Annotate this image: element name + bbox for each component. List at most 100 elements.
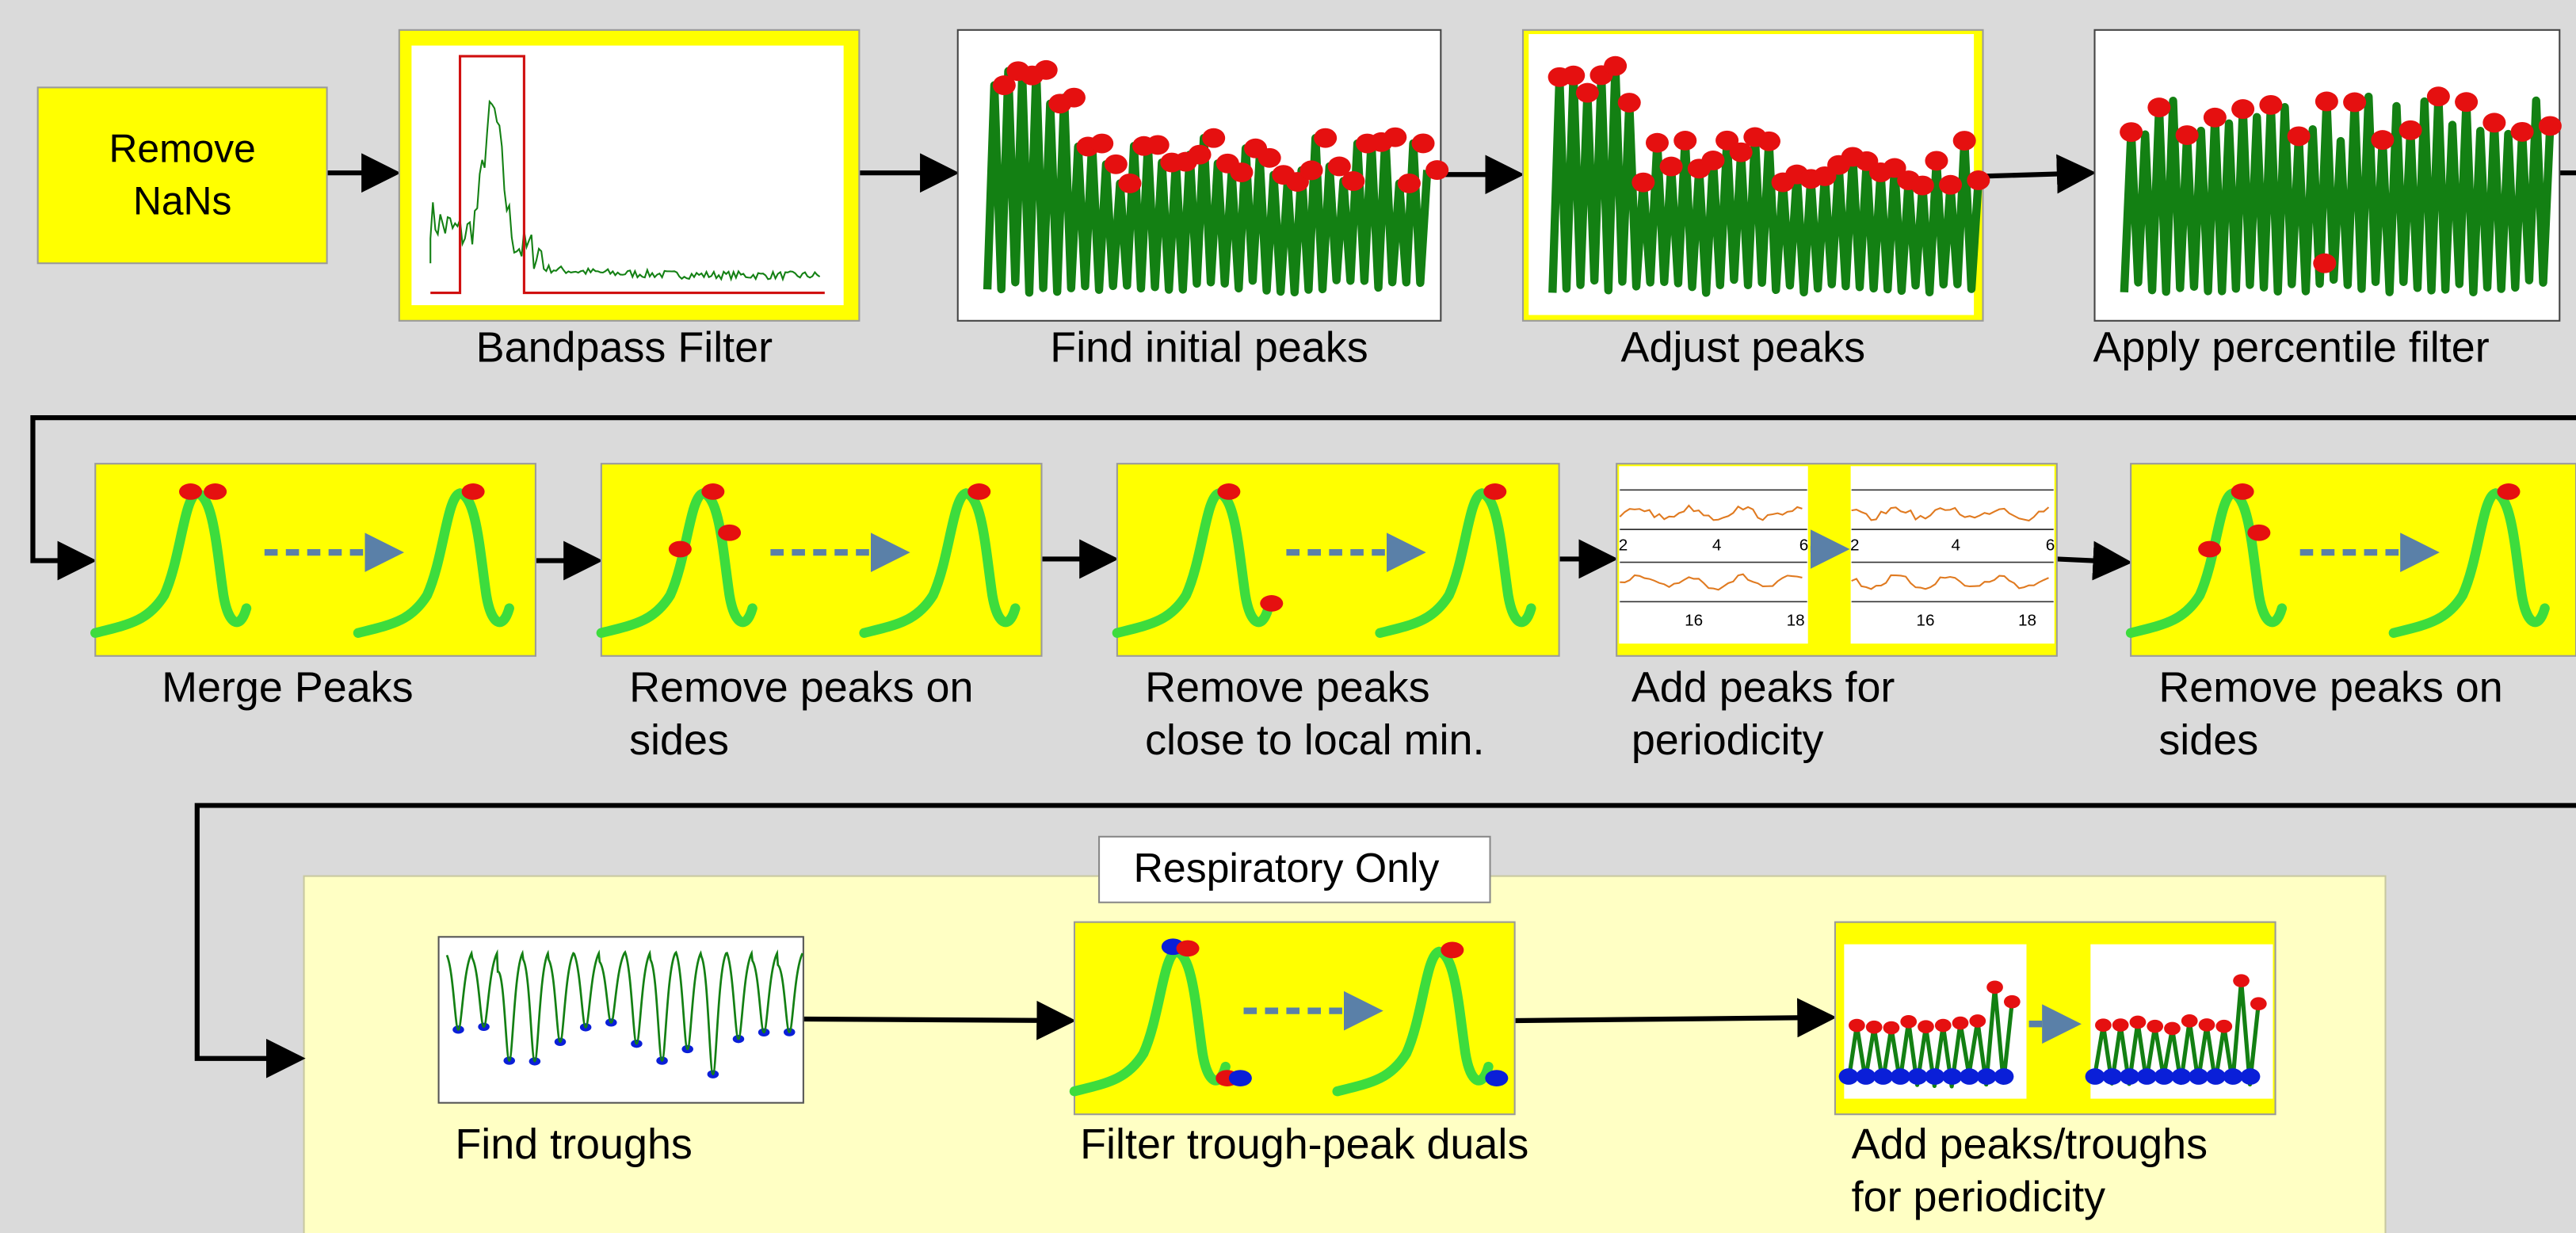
peak-dot xyxy=(1258,148,1281,168)
peak-dot xyxy=(2147,97,2170,117)
trough-dot xyxy=(1908,1068,1928,1085)
thumb-tick: 6 xyxy=(2046,536,2055,554)
peak-dot xyxy=(1918,1020,1934,1033)
peak-dot xyxy=(1425,160,1448,180)
peak-dot xyxy=(2427,86,2450,106)
step-node: Adjust peaks xyxy=(1523,30,1990,372)
peak-dot xyxy=(2455,92,2478,112)
peak-dot xyxy=(2215,1020,2232,1033)
peak-dot xyxy=(2288,126,2311,146)
peak-dot xyxy=(1900,1015,1917,1029)
step-label: Add peaks for xyxy=(1631,664,1895,712)
trough-dot xyxy=(1925,1068,1944,1085)
peak-dot xyxy=(1217,483,1240,500)
peak-dot xyxy=(1952,1017,1969,1030)
peak-dot xyxy=(2315,92,2338,112)
peak-dot xyxy=(1953,131,1976,151)
trough-dot xyxy=(2102,1068,2122,1085)
trough-dot xyxy=(1856,1068,1876,1085)
panel xyxy=(38,87,327,263)
step-node: Remove NaNs xyxy=(38,87,327,263)
peak-dot xyxy=(718,525,741,541)
peak-dot xyxy=(204,483,227,500)
trough-dot xyxy=(1977,1068,1997,1085)
trough-dot xyxy=(1942,1068,1962,1085)
peak-dot xyxy=(179,483,202,500)
step-label: for periodicity xyxy=(1852,1173,2106,1220)
peak-dot xyxy=(2147,1020,2163,1033)
peak-dot xyxy=(1202,128,1225,148)
peak-dot xyxy=(1230,162,1253,182)
peak-dot xyxy=(1383,128,1406,147)
peak-dot xyxy=(1701,151,1724,170)
peak-dot xyxy=(1090,134,1113,154)
group-label: Respiratory Only xyxy=(1133,845,1439,891)
trough-dot xyxy=(1960,1068,1979,1085)
peak-dot xyxy=(669,541,692,558)
peak-dot xyxy=(1341,171,1364,191)
peak-dot xyxy=(2231,99,2254,119)
peak-dot xyxy=(1986,980,2003,994)
step-label: sides xyxy=(629,716,729,764)
thumb-tick: 16 xyxy=(1916,612,1934,630)
peak-dot xyxy=(1939,175,1962,195)
peak-dot xyxy=(2250,997,2267,1010)
peak-dot xyxy=(1562,66,1585,86)
trough-dot xyxy=(2241,1068,2261,1085)
peak-dot xyxy=(1576,83,1599,103)
peak-dot xyxy=(2233,974,2250,987)
peak-dot xyxy=(1757,132,1780,151)
step-label: NaNs xyxy=(133,179,231,223)
step-node: Apply percentile filter xyxy=(2093,30,2561,372)
peak-dot xyxy=(2497,483,2520,500)
peak-dot xyxy=(2371,130,2394,150)
peak-dot xyxy=(2247,525,2270,541)
peak-dot xyxy=(1967,170,1990,190)
peak-dot xyxy=(2199,1018,2215,1032)
step-label: Filter trough-peak duals xyxy=(1080,1120,1528,1168)
peak-dot xyxy=(2176,125,2199,145)
peak-dot xyxy=(2313,254,2336,273)
step-label: Remove xyxy=(109,126,256,170)
pipeline-diagram: Respiratory Only RemoveNaNsBandpass Filt… xyxy=(0,0,2576,1233)
peak-dot xyxy=(1177,940,1200,956)
thumb-tick: 18 xyxy=(1787,612,1805,630)
peak-dot xyxy=(1412,133,1435,153)
peak-dot xyxy=(1300,160,1323,180)
step-label: Add peaks/troughs xyxy=(1852,1120,2208,1168)
peak-dot xyxy=(1866,1021,1883,1034)
peak-dot xyxy=(1063,88,1086,108)
thumb-tick: 18 xyxy=(2018,612,2036,630)
thumb-tick: 4 xyxy=(1712,536,1722,554)
peak-dot xyxy=(1969,1014,1986,1028)
trough-dot xyxy=(2171,1068,2191,1085)
thumb-tick: 6 xyxy=(1799,536,1809,554)
step-label: Find troughs xyxy=(455,1120,693,1168)
trough-dot xyxy=(2223,1068,2243,1085)
panel xyxy=(412,47,842,305)
peak-dot xyxy=(1911,176,1934,196)
peak-dot xyxy=(2120,122,2143,142)
peak-dot xyxy=(1035,60,1058,80)
peak-dot xyxy=(2095,1018,2112,1032)
trough-dot xyxy=(2086,1068,2105,1085)
step-label: Apply percentile filter xyxy=(2093,323,2489,371)
peak-dot xyxy=(1604,56,1627,76)
trough-dot xyxy=(2154,1068,2174,1085)
peak-dot xyxy=(1105,155,1128,174)
peak-dot xyxy=(1189,145,1212,165)
peak-dot xyxy=(2231,483,2254,500)
peak-dot xyxy=(1260,595,1283,612)
trough-dot xyxy=(1229,1070,1252,1086)
peak-dot xyxy=(1849,1019,1865,1033)
peak-dot xyxy=(2181,1014,2198,1028)
peak-dot xyxy=(2204,108,2227,128)
peak-dot xyxy=(2004,995,2021,1009)
peak-dot xyxy=(1925,151,1948,170)
trough-dot xyxy=(1873,1068,1893,1085)
trough-dot xyxy=(1839,1068,1859,1085)
trough-dot xyxy=(1485,1070,1508,1086)
peak-dot xyxy=(1483,483,1506,500)
peak-dot xyxy=(2259,95,2282,115)
peak-dot xyxy=(1631,173,1654,193)
